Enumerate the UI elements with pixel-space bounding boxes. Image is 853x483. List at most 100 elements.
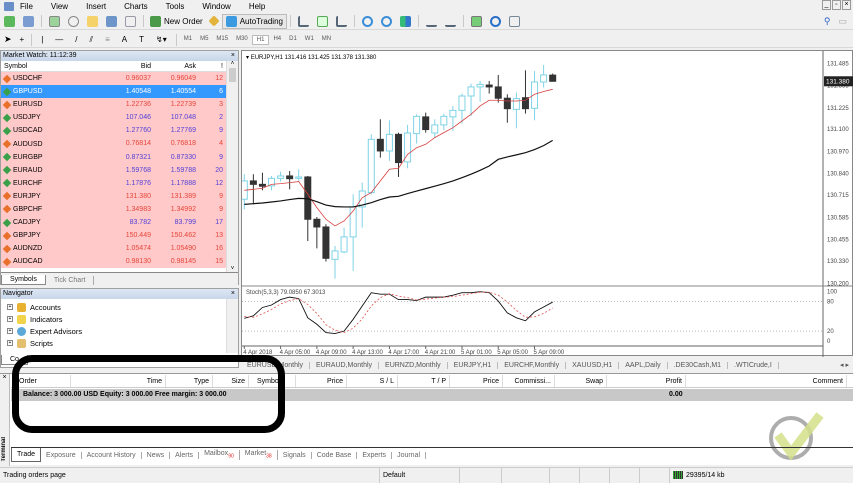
terminal-tab-news[interactable]: News (142, 451, 171, 459)
col-symbol[interactable]: Symbol (249, 375, 296, 387)
close-button[interactable]: × (842, 0, 851, 10)
menu-tools[interactable]: Tools (165, 1, 185, 11)
chart-tab[interactable]: EURCHF,Monthly (498, 361, 567, 369)
terminal-tab-account-history[interactable]: Account History (82, 451, 142, 459)
scroll-up-icon[interactable]: ˄ (230, 61, 235, 67)
tab-symbols[interactable]: Symbols (1, 275, 46, 285)
terminal-tab-market[interactable]: Market38 (240, 450, 278, 460)
metaeditor-icon[interactable] (208, 15, 220, 27)
menu-help[interactable]: Help (248, 1, 266, 11)
navigator-scrollbar[interactable] (226, 299, 238, 353)
col-swap[interactable]: Swap (555, 375, 607, 387)
timeframe-d1[interactable]: D1 (289, 35, 297, 42)
zoom-out-icon[interactable] (380, 15, 392, 27)
menu-window[interactable]: Window (202, 1, 231, 11)
fibonacci-icon[interactable]: ≡ (105, 35, 110, 44)
timeframe-w1[interactable]: W1 (304, 35, 314, 42)
terminal-tab-code-base[interactable]: Code Base (312, 451, 358, 459)
chart-shift-icon[interactable] (425, 16, 437, 27)
terminal-tab-exposure[interactable]: Exposure (41, 451, 82, 459)
scroll-thumb[interactable] (229, 68, 236, 82)
tile-windows-icon[interactable] (399, 15, 411, 27)
crosshair-icon[interactable]: + (19, 35, 25, 44)
templates-icon[interactable] (508, 15, 520, 27)
zoom-in-icon[interactable] (361, 15, 373, 27)
terminal-icon[interactable] (106, 15, 117, 27)
market-watch-scrollbar[interactable]: ˄ ˅ (226, 61, 238, 272)
menu-view[interactable]: View (50, 1, 69, 11)
nav-scripts[interactable]: + Scripts (1, 337, 226, 349)
chart-tab[interactable]: .WTICrude,I (728, 361, 779, 369)
chart-tabs-scroll-icon[interactable]: ◂ ▸ (840, 362, 849, 369)
strategy-tester-icon[interactable] (125, 15, 136, 27)
col-comment[interactable]: Comment (686, 375, 847, 387)
timeframe-m30[interactable]: M30 (236, 35, 248, 42)
horizontal-line-icon[interactable]: — (55, 35, 64, 44)
market-watch-row[interactable]: EURCHF 1.17876 1.17888 12 (1, 176, 226, 190)
chart-tab[interactable]: XAUUSD,H1 (566, 361, 620, 369)
market-watch-row[interactable]: EURUSD 1.22736 1.22739 3 (1, 98, 226, 112)
periods-icon[interactable] (489, 15, 501, 27)
chat-icon[interactable]: ▭ (838, 15, 847, 26)
nav-accounts[interactable]: + Accounts (1, 301, 226, 313)
menu-file[interactable]: File (20, 1, 33, 11)
line-chart-icon[interactable] (335, 15, 347, 27)
col-size[interactable]: Size (213, 375, 249, 387)
timeframe-m1[interactable]: M1 (183, 35, 193, 42)
chart-window[interactable]: 131.485 131.355 131.225 131.100 130.970 130.8… (241, 50, 853, 357)
expand-icon[interactable]: + (7, 316, 13, 322)
restore-button[interactable]: ▫ (832, 0, 841, 10)
market-watch-row[interactable]: EURGBP 0.87321 0.87330 9 (1, 150, 226, 164)
connection-status[interactable]: 29395/14 kb (670, 468, 760, 483)
vertical-line-icon[interactable]: | (41, 35, 44, 44)
menu-insert[interactable]: Insert (86, 1, 107, 11)
chart-tab[interactable]: EURNZD,Monthly (379, 361, 448, 369)
new-order-button[interactable]: New Order (147, 15, 206, 28)
col-tp[interactable]: T / P (398, 375, 450, 387)
market-watch-row[interactable]: CADJPY 83.782 83.799 17 (1, 216, 226, 230)
new-chart-icon[interactable] (4, 15, 15, 27)
channel-icon[interactable]: ⫽ (89, 34, 94, 44)
chart-canvas[interactable]: 131.485 131.355 131.225 131.100 130.970 130.8… (242, 51, 853, 357)
close-icon[interactable]: × (230, 290, 235, 297)
col-profit[interactable]: Profit (607, 375, 686, 387)
timeframe-m5[interactable]: M5 (200, 35, 209, 42)
col-symbol[interactable]: Symbol (4, 62, 28, 70)
close-icon[interactable]: × (230, 52, 235, 59)
nav-indicators[interactable]: + Indicators (1, 313, 226, 325)
chart-tab[interactable]: .DE30Cash,M1 (668, 361, 729, 369)
indicators-icon[interactable] (470, 15, 482, 27)
col-type[interactable]: Type (166, 375, 213, 387)
chart-tab[interactable]: EURJPY,H1 (448, 361, 499, 369)
terminal-tab-mailbox[interactable]: Mailbox90 (199, 450, 240, 460)
text-icon[interactable]: A (121, 35, 128, 44)
chart-tab[interactable]: EURAUD,Monthly (310, 361, 380, 369)
market-watch-icon[interactable] (49, 15, 60, 27)
chart-tab[interactable]: AAPL,Daily (619, 361, 668, 369)
expand-icon[interactable]: + (7, 340, 13, 346)
market-watch-row[interactable]: EURAUD 1.59768 1.59788 20 (1, 163, 226, 177)
timeframe-mn[interactable]: MN (321, 35, 332, 42)
terminal-tab-alerts[interactable]: Alerts (170, 451, 200, 459)
navigator-icon[interactable] (87, 15, 98, 27)
col-price[interactable]: Price (296, 375, 347, 387)
market-watch-row[interactable]: USDCAD 1.27760 1.27769 9 (1, 124, 226, 138)
terminal-tab-trade[interactable]: Trade (11, 448, 42, 462)
autotrading-button[interactable]: AutoTrading (221, 13, 287, 29)
col-order[interactable]: Order (11, 375, 71, 387)
col-commissi[interactable]: Commissi... (503, 375, 555, 387)
close-icon[interactable]: × (2, 374, 7, 381)
market-watch-row[interactable]: GBPJPY 150.449 150.462 13 (1, 229, 226, 243)
timeframe-m15[interactable]: M15 (216, 35, 229, 42)
bar-chart-icon[interactable] (297, 15, 309, 27)
cursor-icon[interactable]: ➤ (4, 34, 12, 44)
market-watch-row[interactable]: AUDNZD 1.05474 1.05490 16 (1, 242, 226, 256)
col-ask[interactable]: Ask (184, 63, 196, 70)
market-watch-row[interactable]: AUDUSD 0.76814 0.76818 4 (1, 137, 226, 151)
minimize-button[interactable]: _ (822, 0, 831, 10)
timeframe-h1[interactable]: H1 (251, 34, 270, 45)
col-bid[interactable]: Bid (140, 63, 151, 70)
arrows-icon[interactable]: ↯▾ (156, 35, 167, 44)
market-watch-row[interactable]: USDCHF 0.96037 0.96049 12 (1, 72, 226, 86)
terminal-tab-experts[interactable]: Experts (357, 451, 393, 459)
